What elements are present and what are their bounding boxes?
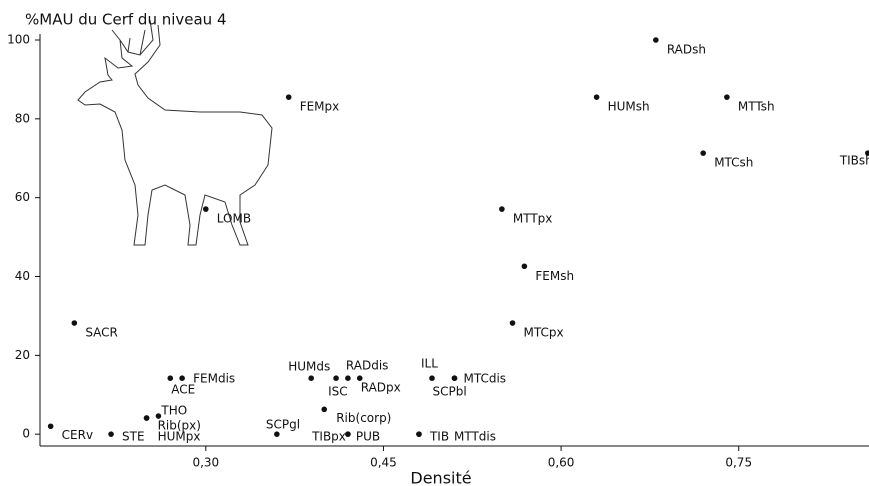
point-label: PUB (356, 430, 380, 444)
data-point (143, 415, 150, 421)
data-point (333, 375, 339, 382)
point-label: MTTpx (513, 212, 553, 226)
data-point (509, 320, 516, 326)
point-label: FEMsh (535, 269, 574, 283)
point-label: ILL (421, 357, 438, 371)
data-point (71, 320, 78, 326)
point-label: ISC (328, 385, 348, 399)
deer-illustration (77, 19, 273, 246)
x-tick-label: 0,30 (192, 456, 219, 470)
point-label: SCPgl (266, 418, 300, 432)
point-label: THO (160, 404, 187, 418)
y-tick-label: 100 (7, 33, 30, 47)
x-tick-label: 0,45 (370, 456, 397, 470)
data-point (345, 431, 351, 437)
data-point (429, 375, 435, 382)
x-tick-label: 0,75 (725, 456, 752, 470)
data-point (47, 423, 54, 430)
point-label: FEMdis (193, 372, 235, 386)
point-label: MTCpx (524, 326, 564, 340)
point-label: SCPbl (433, 385, 467, 399)
data-point (179, 375, 185, 382)
point-label: MTTdis (454, 430, 496, 444)
data-point (108, 431, 114, 437)
point-label: HUMpx (158, 430, 201, 444)
data-point (451, 375, 458, 382)
data-point (865, 150, 869, 156)
data-point (285, 94, 292, 100)
x-axis-label: Densité (410, 469, 471, 486)
data-point (308, 375, 315, 382)
point-label: Rib(corp) (336, 411, 391, 425)
chart-title: %MAU du Cerf du niveau 4 (25, 11, 227, 29)
y-tick-label: 20 (15, 348, 30, 362)
data-point (155, 413, 162, 419)
data-point (167, 375, 174, 382)
data-point (345, 375, 351, 382)
point-label: STE (122, 430, 145, 444)
data-point (700, 150, 706, 156)
point-label: TIB (429, 430, 449, 444)
data-point (274, 431, 280, 437)
y-tick-label: 0 (22, 427, 30, 441)
data-point (416, 431, 422, 437)
point-label: HUMds (288, 360, 330, 374)
y-tick-label: 80 (15, 111, 30, 125)
point-label: RADsh (667, 43, 706, 57)
point-label: Rib(px) (158, 419, 201, 433)
point-label: TIBsh (839, 154, 869, 168)
y-tick-label: 40 (15, 269, 30, 283)
point-label: HUMsh (608, 100, 650, 114)
x-tick-label: 0,60 (548, 456, 575, 470)
data-point (499, 206, 505, 212)
point-label: MTTsh (738, 100, 775, 114)
point-label: ACE (171, 383, 195, 397)
data-point (593, 94, 600, 100)
point-label: MTCsh (714, 156, 753, 170)
y-tick-label: 60 (15, 190, 30, 204)
point-label: MTCdis (464, 372, 507, 386)
data-point (653, 37, 659, 43)
data-point (356, 375, 363, 382)
point-label: CERv (62, 428, 93, 442)
point-label: RADpx (361, 381, 401, 395)
data-point (321, 406, 328, 413)
data-point (203, 206, 209, 212)
point-label: LOMB (217, 212, 251, 226)
point-label: RADdis (346, 359, 389, 373)
point-label: TIBpx (311, 430, 346, 444)
point-label: FEMpx (300, 100, 340, 114)
data-point (521, 263, 528, 270)
data-point (724, 94, 730, 100)
point-label: SACR (85, 326, 118, 340)
